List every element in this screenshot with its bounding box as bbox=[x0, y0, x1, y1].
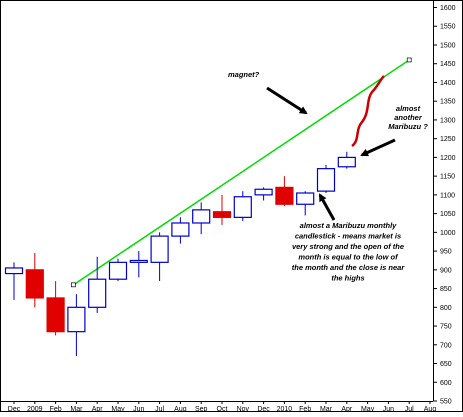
magnet-arrow bbox=[266, 86, 308, 115]
x-tick-label: Oct bbox=[217, 406, 228, 412]
annotation-line: magnet? bbox=[228, 70, 260, 79]
candle-body bbox=[46, 297, 65, 333]
annotation-maribuzu-explanation: almost a Maribuzu monthly candlestick - m… bbox=[292, 221, 406, 283]
x-tick-label: Aug bbox=[424, 406, 437, 412]
x-tick-label: Apr bbox=[341, 406, 353, 412]
maribuzu-arrow bbox=[360, 138, 396, 157]
candle-body bbox=[4, 267, 24, 275]
y-tick-label: 1400 bbox=[440, 80, 456, 87]
y-tick-label: 700 bbox=[440, 342, 452, 349]
candle-body bbox=[275, 186, 294, 205]
candle-body bbox=[129, 259, 148, 263]
y-tick-label: 1050 bbox=[440, 211, 456, 218]
x-tick-label: 2010 bbox=[277, 406, 293, 412]
x-tick-label: Jun bbox=[133, 406, 144, 412]
y-tick-label: 900 bbox=[440, 267, 452, 274]
candle-body bbox=[192, 209, 211, 224]
candle-body bbox=[337, 156, 356, 168]
x-tick-label: Nov bbox=[237, 406, 250, 412]
candle-body bbox=[88, 278, 107, 308]
y-tick-label: 1600 bbox=[440, 5, 456, 12]
trendline-end-handle bbox=[406, 57, 412, 63]
x-tick-label: Dec bbox=[8, 406, 21, 412]
annotation-line: Maribuzu ? bbox=[388, 122, 428, 131]
y-tick-label: 1150 bbox=[440, 174, 455, 181]
y-tick-label: 1000 bbox=[440, 230, 456, 237]
candle-body bbox=[316, 168, 336, 192]
x-tick-label: Feb bbox=[299, 406, 311, 412]
y-tick-label: 550 bbox=[440, 399, 452, 406]
annotation-line: another bbox=[394, 113, 423, 122]
candle-body bbox=[67, 306, 86, 333]
y-tick-label: 1550 bbox=[440, 24, 456, 31]
annotation-line: almost a Maribuzu monthly bbox=[300, 221, 398, 230]
annotation-line: almost bbox=[396, 104, 421, 113]
x-tick-label: Feb bbox=[50, 406, 62, 412]
x-tick-label: Mar bbox=[70, 406, 83, 412]
candle-body bbox=[108, 261, 128, 280]
y-tick-label: 750 bbox=[440, 324, 452, 331]
y-tick-label: 1450 bbox=[440, 61, 456, 68]
candle-body bbox=[212, 211, 232, 218]
trendline-start-handle bbox=[71, 282, 76, 288]
x-tick-label: Dec bbox=[257, 406, 270, 412]
annotation-line: candlestick - means market is bbox=[295, 232, 401, 241]
x-tick-label: Aug bbox=[174, 406, 187, 412]
y-tick-label: 800 bbox=[440, 305, 452, 312]
x-tick-label: Jun bbox=[383, 406, 394, 412]
y-tick-label: 850 bbox=[440, 286, 452, 293]
annotation-line: the highs bbox=[331, 274, 364, 283]
y-tick-label: 1350 bbox=[440, 99, 456, 106]
candle-body bbox=[171, 222, 190, 237]
candle-body bbox=[296, 192, 315, 205]
y-tick-label: 1100 bbox=[440, 192, 455, 199]
y-tick-label: 650 bbox=[440, 361, 452, 368]
candle-body bbox=[25, 269, 44, 299]
y-tick-label: 950 bbox=[440, 249, 452, 256]
trendline bbox=[72, 59, 410, 286]
y-tick-label: 1300 bbox=[440, 117, 456, 124]
candle-body bbox=[150, 235, 169, 263]
y-tick-label: 1200 bbox=[440, 155, 456, 162]
x-tick-label: Sep bbox=[195, 406, 208, 412]
projection-squiggle bbox=[351, 75, 385, 147]
x-tick-label: Jul bbox=[405, 406, 414, 412]
annotation-line: very strong and the open of the bbox=[292, 242, 404, 251]
candle-body bbox=[233, 196, 252, 218]
x-tick-label: Mar bbox=[320, 406, 333, 412]
y-tick-label: 600 bbox=[440, 380, 452, 387]
monthly-candle-arrow bbox=[318, 193, 336, 221]
x-tick-label: May bbox=[361, 406, 375, 412]
x-tick-label: Jul bbox=[155, 406, 164, 412]
x-tick-label: Apr bbox=[92, 406, 104, 412]
annotation-line: the month and the close is near bbox=[292, 263, 406, 272]
x-tick-label: May bbox=[111, 406, 125, 412]
y-tick-label: 1500 bbox=[440, 42, 456, 49]
annotation-magnet: magnet? bbox=[228, 70, 260, 79]
candle-body bbox=[254, 188, 273, 196]
annotation-line: month is equal to the low of bbox=[298, 253, 399, 262]
x-tick-label: 2009 bbox=[27, 406, 43, 412]
y-tick-label: 1250 bbox=[440, 136, 456, 143]
